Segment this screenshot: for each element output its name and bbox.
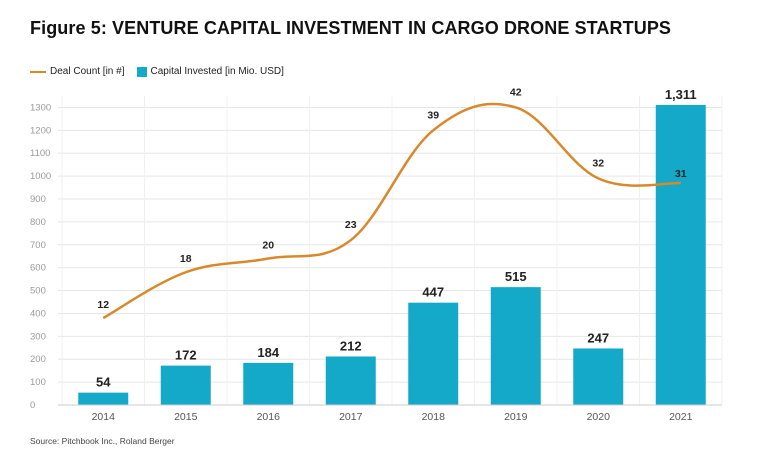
- source-note: Source: Pitchbook Inc., Roland Berger: [30, 436, 175, 446]
- bar-value-label: 1,311: [665, 87, 697, 102]
- chart-title: Figure 5: VENTURE CAPITAL INVESTMENT IN …: [30, 18, 672, 38]
- x-tick-label: 2016: [257, 411, 281, 423]
- bar: [408, 302, 459, 405]
- x-tick-label: 2017: [339, 411, 363, 423]
- bar-value-label: 447: [422, 285, 444, 300]
- y-tick-label: 600: [30, 263, 46, 274]
- bar: [490, 287, 541, 405]
- y-tick-label: 700: [30, 240, 46, 251]
- y-tick-label: 0: [30, 400, 35, 411]
- bar: [243, 362, 294, 405]
- y-tick-label: 800: [30, 217, 46, 228]
- y-tick-label: 400: [30, 308, 46, 319]
- y-tick-label: 200: [30, 354, 46, 365]
- legend-bar-label: Capital Invested [in Mio. USD]: [150, 66, 284, 77]
- line-value-label: 18: [180, 253, 192, 265]
- bar: [325, 356, 376, 405]
- bar: [160, 365, 211, 405]
- line-value-label: 23: [345, 219, 357, 231]
- x-tick-label: 2021: [669, 411, 693, 423]
- y-tick-label: 100: [30, 377, 46, 388]
- bar-value-label: 172: [175, 348, 197, 363]
- legend-bar-swatch: [136, 66, 147, 77]
- x-tick-label: 2020: [587, 411, 611, 423]
- y-tick-label: 900: [30, 194, 46, 205]
- y-tick-label: 1100: [30, 148, 50, 159]
- y-tick-label: 1300: [30, 102, 51, 113]
- bar-value-label: 54: [96, 375, 111, 390]
- line-value-label: 31: [675, 168, 687, 180]
- y-tick-label: 500: [30, 286, 46, 297]
- y-tick-label: 1200: [30, 125, 51, 136]
- line-value-label: 20: [262, 240, 274, 252]
- bar: [573, 348, 624, 405]
- bar: [655, 104, 706, 405]
- bar-value-label: 184: [257, 345, 279, 360]
- bar-value-label: 247: [587, 330, 609, 345]
- x-tick-label: 2014: [92, 411, 116, 423]
- line-value-label: 12: [97, 299, 109, 311]
- bar-value-label: 515: [505, 269, 527, 284]
- legend-line-swatch: [30, 70, 46, 73]
- deal-count-line: [102, 102, 681, 320]
- line-value-label: 42: [510, 86, 522, 98]
- y-tick-label: 300: [30, 331, 46, 342]
- x-tick-label: 2018: [422, 411, 446, 423]
- legend: Deal Count [in #] Capital Invested [in M…: [30, 66, 284, 77]
- bar: [78, 392, 129, 405]
- bar-value-label: 212: [340, 338, 362, 353]
- line-value-label: 39: [427, 109, 439, 121]
- x-tick-label: 2015: [174, 411, 198, 423]
- y-tick-label: 1000: [30, 171, 51, 182]
- line-value-label: 32: [592, 157, 604, 169]
- legend-line-label: Deal Count [in #]: [50, 66, 125, 77]
- x-tick-label: 2019: [504, 411, 528, 423]
